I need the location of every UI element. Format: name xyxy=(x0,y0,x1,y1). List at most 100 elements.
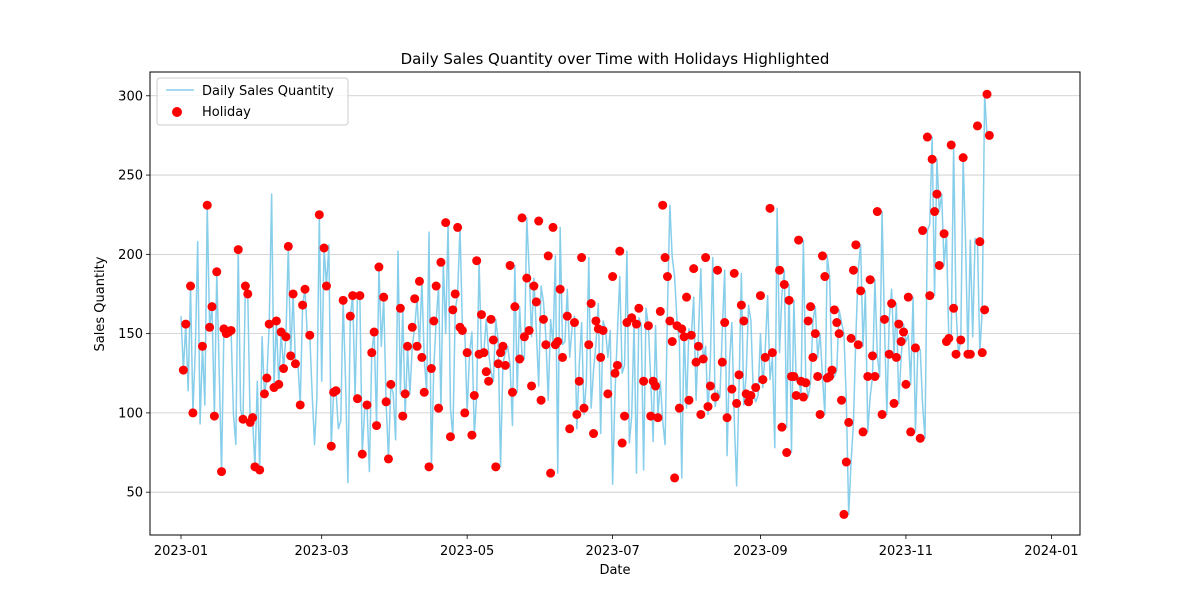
holiday-point xyxy=(734,370,744,380)
holiday-point xyxy=(906,427,916,437)
holiday-point xyxy=(398,411,408,421)
holiday-point xyxy=(946,140,956,150)
holiday-point xyxy=(918,226,928,236)
holiday-point xyxy=(362,400,372,410)
holiday-point xyxy=(262,373,272,383)
holiday-point xyxy=(527,381,537,391)
holiday-point xyxy=(188,408,198,418)
holiday-point xyxy=(243,289,253,299)
holiday-point xyxy=(407,322,417,332)
holiday-point xyxy=(543,251,553,261)
holiday-point xyxy=(682,292,692,302)
holiday-point xyxy=(529,281,539,291)
holiday-point xyxy=(450,289,460,299)
holiday-point xyxy=(577,253,587,263)
holiday-point xyxy=(651,381,661,391)
holiday-point xyxy=(777,422,787,432)
holiday-point xyxy=(746,390,756,400)
holiday-point xyxy=(536,395,546,405)
holiday-point xyxy=(689,264,699,274)
holiday-point xyxy=(515,354,525,364)
legend-box xyxy=(156,77,349,126)
holiday-point xyxy=(984,130,994,140)
holiday-point xyxy=(288,289,298,299)
holiday-point xyxy=(255,465,265,475)
holiday-point xyxy=(281,332,291,342)
holiday-point xyxy=(760,352,770,362)
holiday-point xyxy=(434,403,444,413)
x-axis-label: Date xyxy=(599,563,630,578)
holiday-point xyxy=(505,260,515,270)
holiday-point xyxy=(791,390,801,400)
holiday-point xyxy=(403,341,413,351)
holiday-point xyxy=(653,413,663,423)
holiday-point xyxy=(374,262,384,272)
holiday-point xyxy=(429,316,439,326)
holiday-point xyxy=(472,256,482,266)
holiday-point xyxy=(383,454,393,464)
holiday-point xyxy=(286,351,296,361)
holiday-point xyxy=(910,343,920,353)
holiday-point xyxy=(314,210,324,220)
holiday-point xyxy=(930,207,940,217)
holiday-point xyxy=(476,310,486,320)
holiday-point xyxy=(186,281,196,291)
holiday-point xyxy=(841,457,851,467)
holiday-point xyxy=(722,413,732,423)
holiday-point xyxy=(412,341,422,351)
holiday-point xyxy=(848,265,858,275)
holiday-point xyxy=(565,424,575,434)
holiday-point xyxy=(677,324,687,334)
holiday-point xyxy=(417,352,427,362)
holiday-point xyxy=(720,318,730,328)
holiday-point xyxy=(865,275,875,285)
holiday-point xyxy=(670,473,680,483)
holiday-point xyxy=(207,302,217,312)
holiday-point xyxy=(548,222,558,232)
holiday-point xyxy=(915,433,925,443)
holiday-point xyxy=(538,314,548,324)
holiday-point xyxy=(639,376,649,386)
legend-label-line: Daily Sales Quantity xyxy=(202,84,334,99)
holiday-point xyxy=(524,325,534,335)
holiday-point xyxy=(319,243,329,253)
holiday-point xyxy=(395,303,405,313)
x-tick-label: 2023-03 xyxy=(295,544,349,559)
legend-swatch-holiday xyxy=(172,107,182,117)
holiday-point xyxy=(815,409,825,419)
holiday-point xyxy=(448,305,458,315)
holiday-point xyxy=(899,327,909,337)
holiday-point xyxy=(386,379,396,389)
holiday-point xyxy=(820,272,830,282)
holiday-point xyxy=(891,352,901,362)
holiday-point xyxy=(844,417,854,427)
chart-title: Daily Sales Quantity over Time with Holi… xyxy=(401,50,830,68)
holiday-point xyxy=(620,411,630,421)
holiday-point xyxy=(646,411,656,421)
holiday-point xyxy=(541,340,551,350)
holiday-point xyxy=(534,216,544,226)
holiday-point xyxy=(662,272,672,282)
legend-label-holiday: Holiday xyxy=(202,105,251,120)
holiday-point xyxy=(901,379,911,389)
holiday-point xyxy=(658,200,668,210)
holiday-point xyxy=(305,330,315,340)
holiday-point xyxy=(758,375,768,385)
holiday-point xyxy=(348,291,358,301)
holiday-point xyxy=(197,341,207,351)
holiday-point xyxy=(958,153,968,163)
holiday-point xyxy=(479,348,489,358)
holiday-point xyxy=(596,352,606,362)
holiday-point xyxy=(205,322,215,332)
holiday-point xyxy=(698,354,708,364)
holiday-point xyxy=(667,337,677,347)
holiday-point xyxy=(710,392,720,402)
holiday-point xyxy=(705,381,715,391)
holiday-point xyxy=(834,329,844,339)
holiday-point xyxy=(331,386,341,396)
holiday-point xyxy=(603,389,613,399)
holiday-point xyxy=(956,335,966,345)
holiday-point xyxy=(980,305,990,315)
holiday-point xyxy=(751,383,761,393)
